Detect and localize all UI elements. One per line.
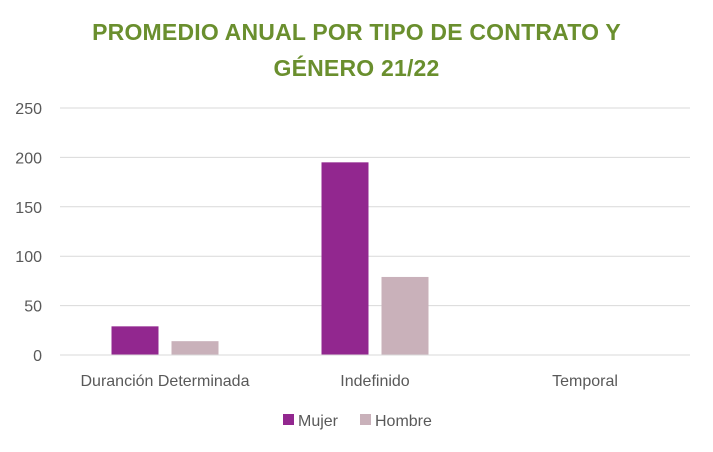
bar-hombre-1 — [381, 276, 429, 355]
x-category-label: Temporal — [552, 373, 618, 390]
y-tick-label: 100 — [15, 249, 42, 266]
legend-label-mujer: Mujer — [298, 413, 339, 430]
chart-title-line2: GÉNERO 21/22 — [273, 55, 440, 81]
legend-label-hombre: Hombre — [375, 413, 432, 430]
y-tick-label: 250 — [15, 101, 42, 118]
y-tick-label: 50 — [24, 299, 42, 316]
x-category-label: Indefinido — [340, 373, 409, 390]
y-tick-label: 150 — [15, 200, 42, 217]
x-category-label: Duranción Determinada — [81, 373, 250, 390]
bar-hombre-0 — [171, 341, 219, 355]
chart-title-line1: PROMEDIO ANUAL POR TIPO DE CONTRATO Y — [92, 19, 621, 45]
legend-swatch-hombre — [360, 414, 371, 425]
bar-mujer-0 — [111, 326, 159, 355]
y-tick-label: 200 — [15, 150, 42, 167]
legend-swatch-mujer — [283, 414, 294, 425]
y-tick-label: 0 — [33, 348, 42, 365]
bar-mujer-1 — [321, 162, 369, 355]
